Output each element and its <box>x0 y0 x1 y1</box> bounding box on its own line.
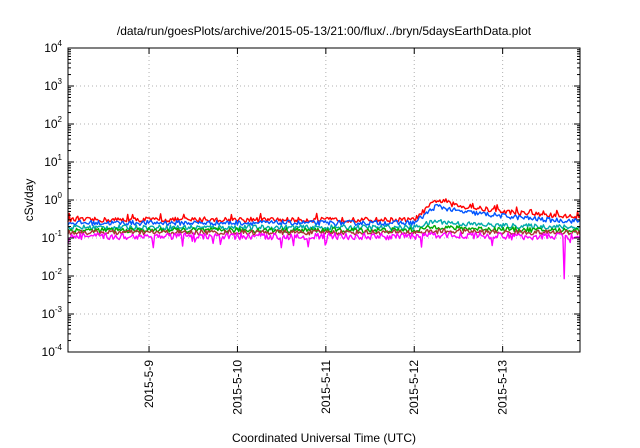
chart-title: /data/run/goesPlots/archive/2015-05-13/2… <box>117 24 532 38</box>
grid <box>68 48 580 352</box>
y-tick-label: 104 <box>44 39 62 55</box>
y-tick-label: 10-1 <box>42 229 63 245</box>
x-tick-label: 2015-5-10 <box>230 360 244 415</box>
series-line-6 <box>67 231 581 280</box>
x-tick-label: 2015-5-9 <box>142 360 156 408</box>
series-line-1 <box>67 198 581 223</box>
y-tick-label: 100 <box>44 191 62 207</box>
series-line-2 <box>67 203 581 226</box>
y-tick-label: 10-3 <box>42 305 63 321</box>
y-axis-label: cSv/day <box>22 179 36 222</box>
series-layer <box>67 198 581 280</box>
y-tick-label: 101 <box>44 153 62 169</box>
y-tick-label: 10-4 <box>42 343 63 359</box>
x-axis-label: Coordinated Universal Time (UTC) <box>232 431 416 445</box>
y-tick-label: 103 <box>44 77 62 93</box>
x-tick-label: 2015-5-13 <box>496 360 510 415</box>
x-tick-labels: 2015-5-9 2015-5-10 2015-5-11 2015-5-12 2015-… <box>142 360 510 415</box>
y-tick-labels: 10-4 10-3 10-2 10-1 100 101 102 103 104 <box>42 39 63 359</box>
y-tick-label: 10-2 <box>42 267 63 283</box>
x-tick-label: 2015-5-11 <box>319 360 333 414</box>
x-tick-label: 2015-5-12 <box>407 360 421 415</box>
y-tick-label: 102 <box>44 115 62 131</box>
axis-ticks <box>68 47 580 353</box>
